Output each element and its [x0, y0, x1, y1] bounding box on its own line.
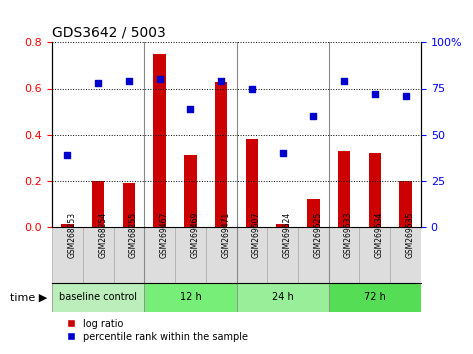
Bar	[215, 82, 227, 227]
FancyBboxPatch shape	[390, 227, 421, 283]
Text: GSM268253: GSM268253	[67, 212, 77, 258]
Point	[63, 152, 71, 158]
Point	[156, 76, 164, 82]
Text: time ▶: time ▶	[10, 292, 47, 302]
FancyBboxPatch shape	[236, 283, 329, 312]
FancyBboxPatch shape	[52, 283, 144, 312]
Text: GSM269524: GSM269524	[283, 212, 292, 258]
FancyBboxPatch shape	[298, 227, 329, 283]
FancyBboxPatch shape	[114, 227, 144, 283]
FancyBboxPatch shape	[329, 283, 421, 312]
Point	[310, 113, 317, 119]
Bar	[307, 199, 320, 227]
Bar	[276, 224, 289, 227]
Bar	[61, 224, 73, 227]
Bar	[184, 155, 197, 227]
FancyBboxPatch shape	[52, 227, 83, 283]
FancyBboxPatch shape	[206, 227, 236, 283]
Bar	[246, 139, 258, 227]
Bar	[338, 151, 350, 227]
Text: GSM268254: GSM268254	[98, 212, 107, 258]
Point	[217, 78, 225, 84]
Bar	[399, 181, 412, 227]
Text: 24 h: 24 h	[272, 292, 293, 302]
Text: GSM269535: GSM269535	[406, 212, 415, 258]
FancyBboxPatch shape	[267, 227, 298, 283]
Point	[94, 80, 102, 86]
Bar	[369, 153, 381, 227]
FancyBboxPatch shape	[83, 227, 114, 283]
Text: GSM269533: GSM269533	[344, 212, 353, 258]
Text: GSM269507: GSM269507	[252, 212, 261, 258]
FancyBboxPatch shape	[359, 227, 390, 283]
FancyBboxPatch shape	[144, 283, 236, 312]
Text: GSM268255: GSM268255	[129, 212, 138, 258]
Text: GSM269467: GSM269467	[159, 212, 169, 258]
FancyBboxPatch shape	[144, 227, 175, 283]
Point	[125, 78, 132, 84]
FancyBboxPatch shape	[236, 227, 267, 283]
Point	[248, 86, 255, 91]
Text: 12 h: 12 h	[180, 292, 201, 302]
Bar	[153, 54, 166, 227]
Point	[371, 91, 378, 97]
FancyBboxPatch shape	[175, 227, 206, 283]
Point	[279, 150, 287, 156]
Text: GSM269525: GSM269525	[314, 212, 323, 258]
Point	[186, 106, 194, 112]
Text: 72 h: 72 h	[364, 292, 386, 302]
Point	[341, 78, 348, 84]
Text: baseline control: baseline control	[59, 292, 137, 302]
Bar	[123, 183, 135, 227]
FancyBboxPatch shape	[329, 227, 359, 283]
Text: GSM269534: GSM269534	[375, 212, 384, 258]
Legend: log ratio, percentile rank within the sample: log ratio, percentile rank within the sa…	[57, 315, 252, 346]
Text: GDS3642 / 5003: GDS3642 / 5003	[52, 26, 166, 40]
Text: GSM269469: GSM269469	[190, 212, 200, 258]
Bar	[92, 181, 104, 227]
Point	[402, 93, 410, 99]
Text: GSM269471: GSM269471	[221, 212, 230, 258]
